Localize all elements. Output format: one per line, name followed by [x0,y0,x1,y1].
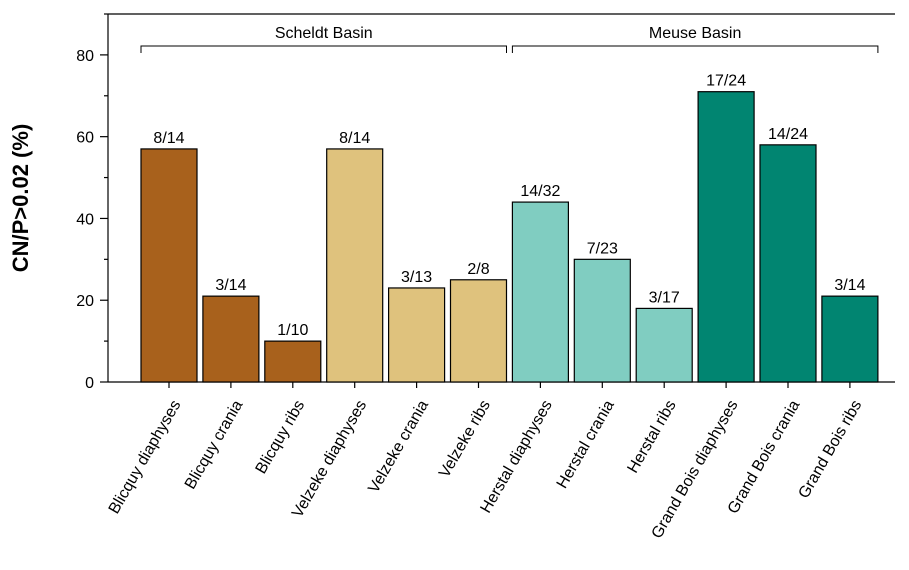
group-bracket [140,45,507,53]
group-brackets: Scheldt Basin Meuse Basin [140,25,879,53]
group-label: Scheldt Basin [275,25,373,42]
bar-data-label: 1/10 [277,322,308,339]
y-tick-label: 0 [85,375,94,392]
bar [635,307,693,383]
y-axis-title: CN/P>0.02 (%) [8,124,33,273]
group-bracket [511,45,879,53]
y-tick-label: 60 [76,130,94,147]
bar-data-label: 17/24 [706,73,746,90]
bar-data-label: 3/14 [834,277,865,294]
y-tick-label: 40 [76,211,94,228]
bar [326,148,384,383]
bar-data-label: 2/8 [467,261,489,278]
bar-data-label: 14/24 [768,126,808,143]
bar [388,287,446,383]
x-tick-label: Velzeke crania [365,397,432,496]
group-label: Meuse Basin [649,25,742,42]
x-tick-label: Velzeke ribs [436,398,494,481]
bar-data-label: 14/32 [520,183,560,200]
x-tick-label: Blicquy ribs [253,398,309,477]
x-tick-label: Grand Bois ribs [796,398,866,502]
bars: 8/14 Blicquy diaphyses 3/14 Blicquy crania 1… [106,73,879,542]
bar [511,201,570,383]
bar [759,144,817,383]
bar [140,148,198,383]
bar [449,279,508,383]
bar [573,258,631,383]
y-tick-label: 80 [76,48,94,65]
y-tick-label: 20 [76,293,94,310]
x-tick-label: Herstal ribs [624,398,679,477]
bar [264,340,322,383]
x-tick-label: Blicquy crania [182,397,247,492]
bar-data-label: 3/13 [401,269,432,286]
bar [697,91,755,383]
x-tick-label: Herstal diaphyses [478,398,556,517]
x-tick-label: Grand Bois crania [725,397,804,516]
bar-data-label: 3/14 [215,277,246,294]
bar-data-label: 3/17 [649,289,680,306]
bar-data-label: 8/14 [153,130,184,147]
x-tick-label: Herstal crania [554,397,618,491]
bar [821,295,879,383]
y-ticks: 0 20 40 60 80 [76,13,108,392]
bar-data-label: 8/14 [339,130,370,147]
x-tick-label: Blicquy diaphyses [106,398,185,517]
bar [202,295,260,383]
bar-data-label: 7/23 [587,240,618,257]
